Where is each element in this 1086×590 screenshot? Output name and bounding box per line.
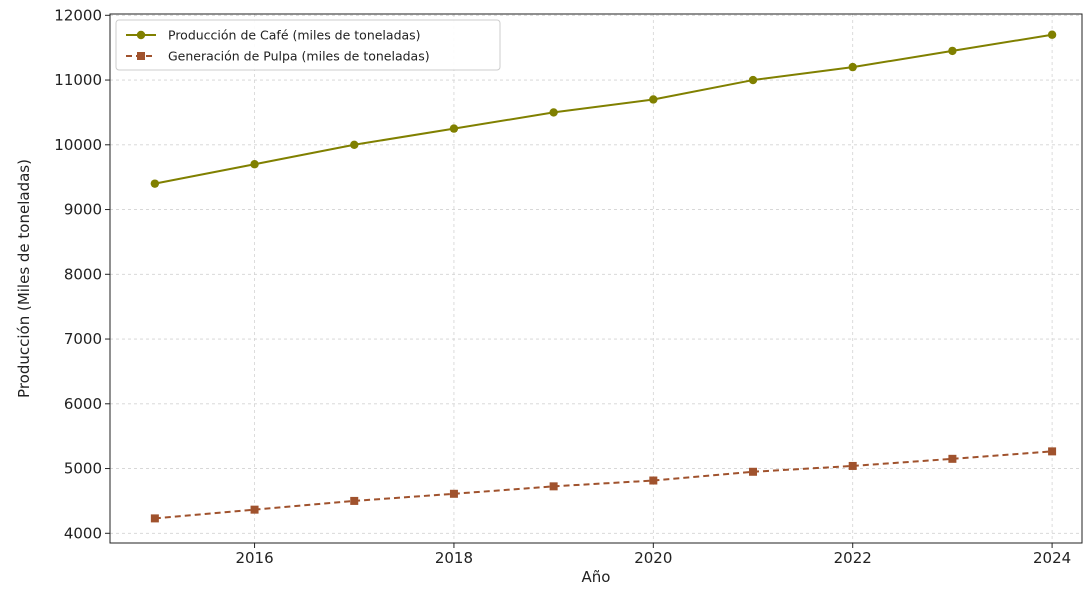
y-tick-label: 11000 bbox=[54, 71, 102, 89]
data-point bbox=[350, 140, 359, 149]
y-axis-label: Producción (Miles de toneladas) bbox=[15, 159, 33, 398]
y-tick-label: 8000 bbox=[64, 265, 102, 283]
y-tick-label: 7000 bbox=[64, 330, 102, 348]
series-line bbox=[154, 33, 1053, 185]
series-2 bbox=[150, 447, 1057, 523]
data-point bbox=[1048, 447, 1057, 456]
data-point bbox=[748, 75, 758, 85]
x-tick-label: 2024 bbox=[1033, 549, 1071, 567]
legend-entry: Producción de Café (miles de toneladas) bbox=[126, 28, 421, 43]
x-tick-label: 2016 bbox=[235, 549, 273, 567]
legend: Producción de Café (miles de toneladas) G… bbox=[115, 19, 501, 71]
x-axis-label: Año bbox=[582, 568, 611, 586]
series-1 bbox=[150, 30, 1057, 188]
data-point bbox=[150, 514, 159, 523]
data-point bbox=[649, 95, 658, 104]
plot-area bbox=[109, 13, 1083, 544]
series-layer bbox=[150, 30, 1057, 523]
gridlines bbox=[110, 14, 1082, 543]
data-point bbox=[449, 489, 458, 498]
data-point bbox=[1047, 30, 1057, 39]
data-point bbox=[250, 505, 259, 514]
legend-entry: Generación de Pulpa (miles de toneladas) bbox=[126, 49, 430, 64]
legend-box bbox=[115, 19, 501, 71]
y-tick-label: 10000 bbox=[54, 136, 102, 154]
data-point bbox=[549, 482, 558, 491]
x-tick-label: 2018 bbox=[435, 549, 473, 567]
data-point bbox=[649, 476, 658, 485]
legend-marker bbox=[137, 52, 145, 60]
legend-label: Producción de Café (miles de toneladas) bbox=[168, 28, 421, 43]
data-point bbox=[948, 454, 957, 463]
axis-ticks: 4000 5000 6000 7000 8000 9000 10000 11000 12000 2… bbox=[54, 6, 1071, 567]
y-tick-label: 12000 bbox=[54, 6, 102, 24]
data-point bbox=[948, 46, 957, 56]
series-line bbox=[154, 450, 1053, 520]
data-point bbox=[749, 467, 758, 476]
data-point bbox=[150, 179, 160, 188]
x-tick-label: 2022 bbox=[834, 549, 872, 567]
x-tick-label: 2020 bbox=[634, 549, 672, 567]
data-point bbox=[848, 62, 857, 72]
legend-marker bbox=[136, 30, 146, 40]
data-point bbox=[549, 108, 558, 117]
data-point bbox=[350, 496, 359, 505]
y-tick-label: 9000 bbox=[64, 201, 102, 219]
data-point bbox=[449, 124, 459, 133]
legend-label: Generación de Pulpa (miles de toneladas) bbox=[168, 49, 430, 64]
data-point bbox=[250, 160, 259, 169]
y-tick-label: 6000 bbox=[64, 395, 102, 413]
data-point bbox=[848, 461, 857, 470]
y-tick-label: 4000 bbox=[64, 524, 102, 542]
y-tick-label: 5000 bbox=[64, 460, 102, 478]
